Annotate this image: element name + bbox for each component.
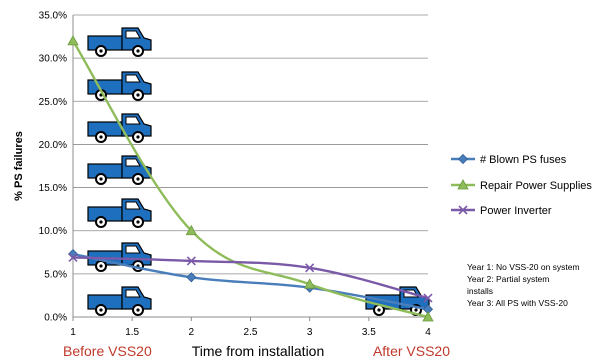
series-line	[71, 40, 429, 319]
note-line: Year 3: All PS with VSS-20	[467, 298, 568, 308]
truck-icon	[87, 286, 152, 316]
y-tick-label: 30.0%	[39, 54, 67, 65]
data-point	[303, 278, 316, 289]
x-tick-label: 1.5	[125, 327, 139, 338]
legend: # Blown PS fuses Repair Power Supplies Pow…	[451, 153, 592, 217]
after-label: After VSS20	[373, 343, 450, 359]
y-tick-label: 35.0%	[39, 11, 67, 22]
x-tick-label: 2.5	[244, 327, 258, 338]
data-point	[68, 252, 78, 263]
series-layer	[67, 35, 434, 322]
before-label: Before VSS20	[63, 343, 152, 359]
x-tick-label: 3.5	[362, 327, 376, 338]
legend-item: # Blown PS fuses	[451, 153, 567, 166]
y-tick-label: 0.0%	[44, 313, 67, 324]
data-point	[422, 311, 434, 322]
x-tick-label: 4	[425, 327, 431, 338]
y-tick-label: 15.0%	[39, 183, 67, 194]
truck-icon	[87, 27, 152, 57]
gridlines	[73, 14, 428, 275]
data-point	[185, 224, 198, 236]
legend-label: # Blown PS fuses	[480, 154, 567, 166]
note-line: Year 2: Partial system	[467, 274, 549, 284]
x-tick-label: 1	[70, 327, 76, 338]
legend-label: Power Inverter	[480, 205, 552, 217]
note-line: installs	[467, 286, 493, 296]
legend-label: Repair Power Supplies	[480, 180, 592, 192]
series-line	[72, 256, 429, 300]
legend-marker	[457, 153, 469, 165]
truck-icon	[365, 286, 430, 316]
y-tick-label: 25.0%	[39, 97, 67, 108]
series-2	[68, 252, 433, 303]
truck-icon	[87, 198, 152, 228]
data-point	[186, 272, 197, 283]
x-tick-label: 2	[189, 327, 195, 338]
notes: Year 1: No VSS-20 on system Year 2: Parti…	[467, 262, 580, 308]
data-point	[186, 256, 196, 266]
note-line: Year 1: No VSS-20 on system	[467, 262, 580, 272]
truck-icons	[87, 27, 430, 316]
labels: 0.0% 5.0% 10.0% 15.0% 20.0% 25.0% 30.0% 35.0% 1 1…	[13, 11, 450, 360]
truck-icon	[87, 113, 152, 143]
x-tick-label: 3	[307, 327, 313, 338]
y-axis-title: % PS failures	[13, 131, 25, 201]
x-axis-title: Time from installation	[192, 343, 325, 359]
legend-marker	[458, 205, 468, 215]
legend-marker	[457, 179, 469, 190]
y-tick-label: 5.0%	[44, 269, 67, 280]
legend-item: Power Inverter	[451, 205, 552, 217]
data-point	[305, 263, 315, 273]
series-line	[72, 252, 429, 311]
series-1	[67, 35, 434, 322]
truck-icon	[87, 71, 152, 101]
y-tick-label: 10.0%	[39, 226, 67, 237]
y-tick-label: 20.0%	[39, 140, 67, 151]
legend-item: Repair Power Supplies	[451, 179, 592, 192]
axes	[72, 15, 429, 321]
data-point	[423, 293, 433, 303]
truck-icon	[87, 155, 152, 185]
data-point	[67, 35, 79, 46]
